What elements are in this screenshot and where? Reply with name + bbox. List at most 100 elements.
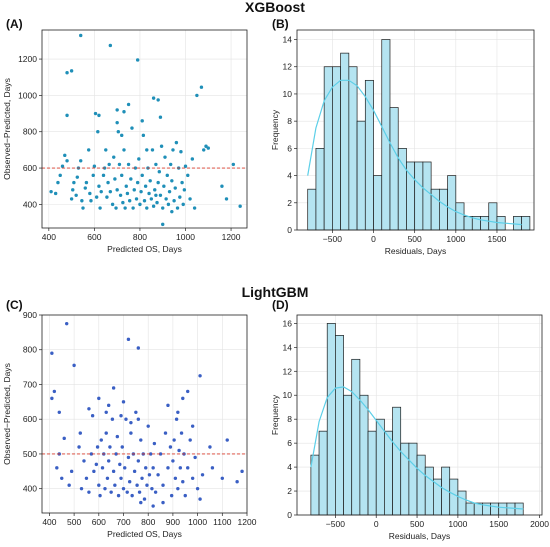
scatter-point <box>113 483 117 487</box>
scatter-point <box>94 195 99 199</box>
scatter-point <box>157 169 162 174</box>
scatter-point <box>148 179 152 183</box>
x-tick-label: 800 <box>141 517 155 527</box>
y-tick-label: 12 <box>283 62 293 72</box>
histogram-bar <box>343 394 353 516</box>
scatter-point <box>114 206 118 210</box>
histogram-bar <box>498 502 508 516</box>
scatter-point <box>127 199 132 203</box>
scatter-point <box>127 480 132 484</box>
scatter-point <box>176 486 180 491</box>
scatter-point <box>104 431 108 435</box>
scatter-point <box>105 195 109 199</box>
scatter-point <box>115 108 119 112</box>
y-tick-label: 500 <box>23 449 37 459</box>
section-title-xgboost: XGBoost <box>245 0 305 15</box>
scatter-point <box>50 351 54 355</box>
x-tick-label: 1200 <box>238 517 257 527</box>
scatter-point <box>121 486 126 491</box>
scatter-point <box>119 476 123 480</box>
x-tick-label: 500 <box>408 234 422 244</box>
scatter-point <box>64 321 69 326</box>
scatter-point <box>122 148 126 152</box>
scatter-point <box>186 173 190 178</box>
scatter-point <box>134 410 138 414</box>
x-tick-label: 0 <box>374 519 379 529</box>
section-title-lightgbm: LightGBM <box>242 284 309 300</box>
scatter-point <box>74 193 78 198</box>
scatter-point <box>126 455 131 460</box>
histogram-bar <box>488 202 498 231</box>
histogram-bar <box>310 454 320 516</box>
scatter-point <box>172 438 176 442</box>
histogram-bar <box>513 216 523 231</box>
scatter-point <box>151 204 156 208</box>
scatter-point <box>69 69 74 73</box>
scatter-point <box>173 476 178 480</box>
scatter-point <box>179 431 184 435</box>
scatter-point <box>198 497 202 501</box>
histogram-bar <box>463 216 473 231</box>
scatter-point <box>162 184 166 188</box>
scatter-point <box>148 452 153 456</box>
scatter-point <box>97 396 101 401</box>
scatter-point <box>140 119 144 123</box>
scatter-point <box>106 459 111 463</box>
histogram-bar <box>424 466 434 516</box>
scatter-point <box>156 180 160 185</box>
scatter-point <box>177 448 181 453</box>
scatter-point <box>77 445 81 449</box>
scatter-point <box>198 374 202 378</box>
histogram-bar <box>422 161 432 231</box>
scatter-point <box>84 476 89 480</box>
chart-a: 400 600 800 1000 1200 400 600 800 1000 1200 Predic… <box>2 29 248 254</box>
scatter-point <box>200 473 205 477</box>
scatter-point <box>210 466 215 470</box>
scatter-point <box>91 173 95 178</box>
scatter-point <box>173 186 177 190</box>
scatter-point <box>163 155 167 159</box>
scatter-point <box>120 133 124 138</box>
scatter-point <box>56 180 60 185</box>
scatter-point <box>89 452 94 456</box>
y-tick-label: 400 <box>23 199 37 209</box>
y-tick-label: 800 <box>23 345 37 355</box>
scatter-point <box>150 148 155 152</box>
scatter-point <box>145 206 149 210</box>
scatter-point <box>130 126 134 130</box>
scatter-point <box>92 469 96 474</box>
y-tick-label: 1000 <box>18 90 37 100</box>
scatter-point <box>238 204 242 208</box>
y-axis-label: Frequency <box>270 109 280 150</box>
scatter-point <box>190 157 195 161</box>
scatter-point <box>145 148 149 152</box>
scatter-point <box>121 200 125 205</box>
scatter-point <box>107 162 111 167</box>
scatter-point <box>111 386 116 390</box>
x-axis-label: Residuals, Days <box>389 531 450 541</box>
x-tick-label: 400 <box>42 517 56 527</box>
x-axis-label: Predicted OS, Days <box>107 244 182 254</box>
scatter-point <box>82 459 86 463</box>
scatter-point <box>108 189 113 194</box>
scatter-point <box>190 424 195 428</box>
scatter-point <box>118 193 123 198</box>
scatter-point <box>65 113 69 118</box>
histogram-bar <box>447 175 457 231</box>
scatter-point <box>186 389 190 394</box>
y-tick-label: 0 <box>287 510 292 520</box>
plot-frame <box>41 314 248 514</box>
scatter-point <box>134 197 139 201</box>
scatter-point <box>86 148 91 152</box>
scatter-point <box>126 102 131 107</box>
scatter-point <box>190 476 195 480</box>
scatter-point <box>118 462 122 467</box>
scatter-point <box>174 140 179 145</box>
scatter-point <box>108 43 113 48</box>
scatter-point <box>115 434 120 439</box>
scatter-point <box>120 173 124 178</box>
scatter-point <box>220 184 224 188</box>
y-tick-label: 800 <box>23 127 37 137</box>
chart-c: 400 500 600 700 800 900 1000 1100 1200 400 500 600 7… <box>2 310 257 539</box>
scatter-point <box>81 206 85 210</box>
